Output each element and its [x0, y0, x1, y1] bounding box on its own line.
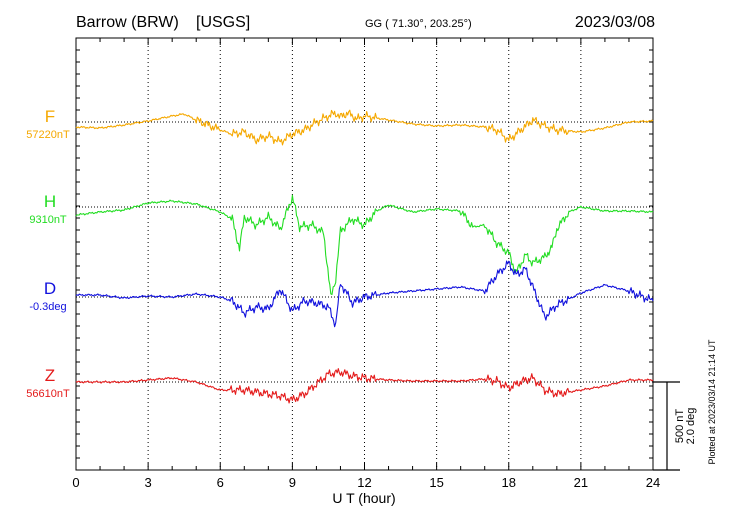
- x-tick-label: 12: [357, 475, 371, 490]
- series-baseline-d: -0.3deg: [29, 301, 66, 313]
- series-name-z: Z: [45, 366, 55, 385]
- series-line-z: [75, 368, 654, 404]
- series-line-h: [75, 194, 654, 296]
- series-baseline-h: 9310nT: [29, 214, 67, 226]
- series-baseline-f: 57220nT: [26, 129, 70, 141]
- date-label: 2023/03/08: [575, 14, 655, 31]
- x-tick-label: 18: [502, 475, 516, 490]
- scale-bar-nt: 500 nT: [674, 409, 686, 444]
- series-name-f: F: [45, 107, 55, 126]
- series-baseline-z: 56610nT: [26, 388, 70, 400]
- scale-bar: 500 nT 2.0 deg: [653, 381, 697, 471]
- x-tick-label: 3: [145, 475, 152, 490]
- series-group: F 57220nT H 9310nT D -0.3deg Z 56610nT: [26, 107, 654, 404]
- x-tick-label: 0: [72, 475, 79, 490]
- coords-label: GG ( 71.30°, 203.25°): [365, 18, 472, 30]
- x-tick-label: 6: [217, 475, 224, 490]
- x-tick-label: 21: [574, 475, 588, 490]
- series-name-h: H: [44, 192, 56, 211]
- x-tick-label: 15: [429, 475, 443, 490]
- plotted-note: Plotted at 2023/03/14 21:14 UT: [707, 339, 717, 465]
- series-line-f: [75, 109, 654, 146]
- x-tick-labels: 0 3 6 9 12 15 18 21 24: [72, 475, 660, 490]
- series-name-d: D: [44, 279, 56, 298]
- source-label: [USGS]: [196, 14, 250, 31]
- scale-bar-deg: 2.0 deg: [685, 408, 697, 445]
- x-tick-label: 24: [646, 475, 660, 490]
- grid: [147, 38, 582, 470]
- series-line-d: [75, 260, 654, 328]
- x-axis-label: U T (hour): [332, 490, 395, 506]
- axis-ticks: [75, 37, 654, 471]
- x-tick-label: 9: [289, 475, 296, 490]
- station-title: Barrow (BRW): [76, 14, 179, 31]
